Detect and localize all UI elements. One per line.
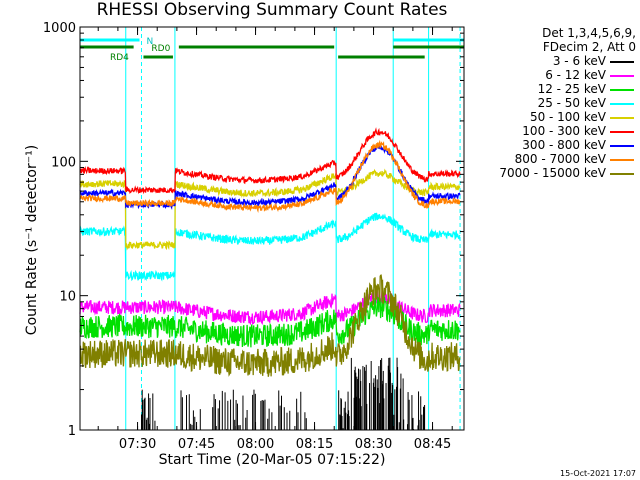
legend-item-label: 100 - 300 keV — [522, 124, 606, 138]
legend-item: 6 - 12 keV — [476, 68, 636, 82]
series-line-7000-15000kev — [79, 274, 461, 377]
legend-swatch — [610, 145, 634, 147]
legend-item-label: 7000 - 15000 keV — [499, 166, 606, 180]
legend: Det 1,3,4,5,6,9, FDecim 2, Att 0 3 - 6 k… — [476, 26, 636, 180]
legend-swatch — [610, 131, 634, 133]
x-tick-label: 07:30 — [119, 437, 156, 452]
legend-swatch — [610, 103, 634, 105]
series-line-25-50kev — [79, 212, 461, 282]
legend-item: 800 - 7000 keV — [476, 152, 636, 166]
x-tick-label: 07:45 — [178, 437, 215, 452]
legend-item: 100 - 300 keV — [476, 124, 636, 138]
legend-swatch — [610, 61, 634, 63]
legend-item-label: 6 - 12 keV — [545, 68, 606, 82]
legend-item-label: 12 - 25 keV — [537, 82, 606, 96]
legend-swatch — [610, 117, 634, 119]
legend-item: 25 - 50 keV — [476, 96, 636, 110]
legend-header-line: Det 1,3,4,5,6,9, — [542, 26, 636, 40]
legend-item: 50 - 100 keV — [476, 110, 636, 124]
y-axis-label: Count Rate (s⁻¹ detector⁻¹) — [24, 144, 40, 336]
legend-item: 3 - 6 keV — [476, 54, 636, 68]
series-line-50-100kev — [79, 168, 461, 251]
x-axis-label: Start Time (20-Mar-05 07:15:22) — [158, 452, 386, 468]
legend-item-label: 800 - 7000 keV — [514, 152, 606, 166]
legend-swatch — [610, 159, 634, 161]
legend-swatch — [610, 89, 634, 91]
y-tick-label: 10 — [59, 290, 76, 305]
rd0-label: RD0 — [151, 44, 170, 54]
legend-item: 12 - 25 keV — [476, 82, 636, 96]
legend-item-label: 300 - 800 keV — [522, 138, 606, 152]
night-label: N — [146, 37, 153, 47]
x-tick-label: 08:30 — [355, 437, 392, 452]
rd4-label: RD4 — [110, 53, 129, 63]
legend-swatch — [610, 173, 634, 175]
series-line-800-7000kev — [79, 139, 461, 214]
y-tick-label: 1000 — [43, 21, 76, 36]
y-tick-label: 100 — [51, 155, 76, 170]
series-line-100-300kev — [79, 127, 461, 195]
chart-title: RHESSI Observing Summary Count Rates — [96, 0, 448, 20]
x-tick-label: 08:15 — [296, 437, 333, 452]
legend-item-label: 3 - 6 keV — [552, 54, 606, 68]
plot-frame — [79, 26, 465, 431]
x-tick-label: 08:45 — [414, 437, 451, 452]
legend-item: 7000 - 15000 keV — [476, 166, 636, 180]
x-tick-label: 08:00 — [237, 437, 274, 452]
legend-swatch — [610, 75, 634, 77]
legend-item-label: 50 - 100 keV — [529, 110, 606, 124]
legend-header-line: FDecim 2, Att 0 — [542, 40, 636, 54]
legend-item-label: 25 - 50 keV — [537, 96, 606, 110]
timestamp-footer: 15-Oct-2021 17:07 — [560, 469, 636, 478]
legend-item: 300 - 800 keV — [476, 138, 636, 152]
y-tick-label: 1 — [68, 424, 76, 439]
